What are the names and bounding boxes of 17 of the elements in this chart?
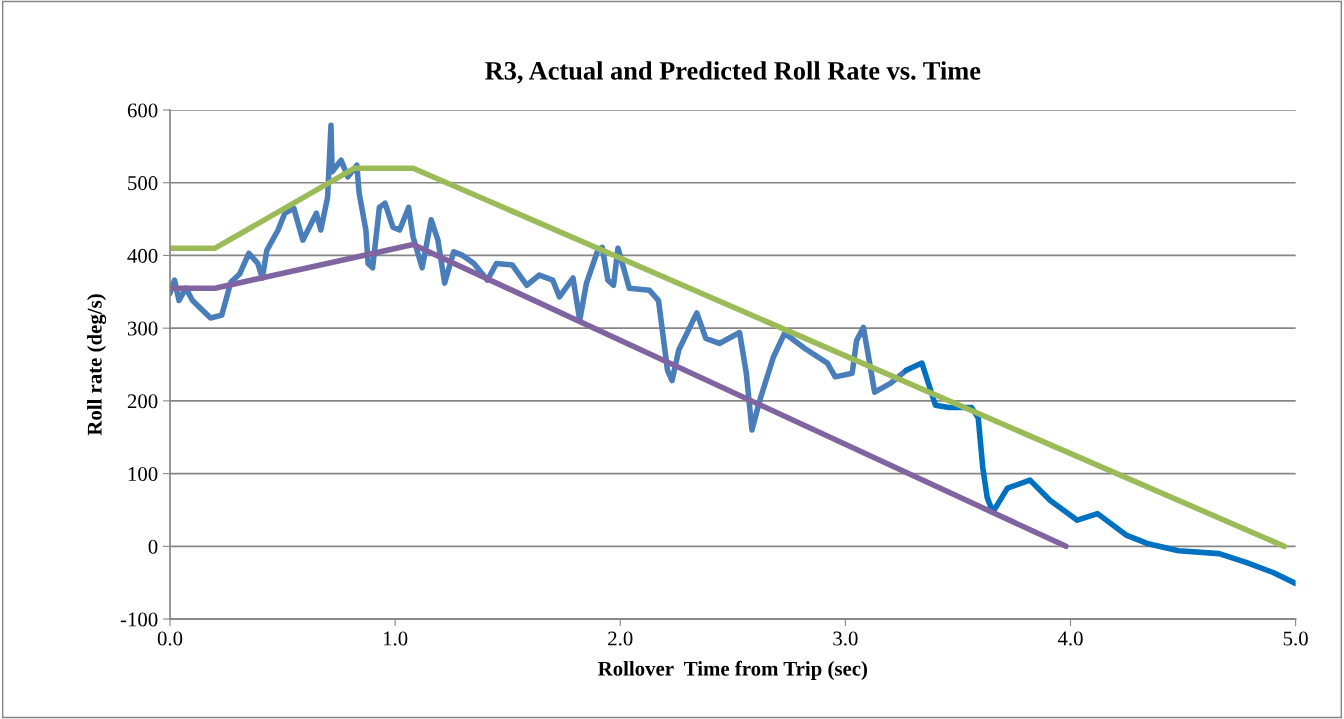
x-tick-label: 5.0 xyxy=(1283,631,1308,646)
x-axis-title: Rollover Time from Trip (sec) xyxy=(598,660,868,680)
x-tick-label: 1.0 xyxy=(383,631,408,646)
chart-title: R3, Actual and Predicted Roll Rate vs. Time xyxy=(485,61,981,84)
y-tick-label: 600 xyxy=(127,103,158,118)
y-tick-label: -100 xyxy=(120,612,158,627)
y-tick-label: 500 xyxy=(128,176,158,191)
y-tick-label: 100 xyxy=(128,466,158,482)
y-tick-label: 400 xyxy=(127,248,158,263)
x-tick-label: 0.0 xyxy=(157,631,183,646)
y-tick-label: 300 xyxy=(127,321,158,336)
y-tick-label: 0 xyxy=(148,539,158,554)
y-axis-title: Roll rate (deg/s) xyxy=(87,294,107,436)
x-tick-label: 2.0 xyxy=(608,631,633,646)
x-tick-label: 4.0 xyxy=(1057,631,1083,646)
y-tick-label: 200 xyxy=(127,394,158,409)
x-tick-label: 3.0 xyxy=(833,631,858,646)
